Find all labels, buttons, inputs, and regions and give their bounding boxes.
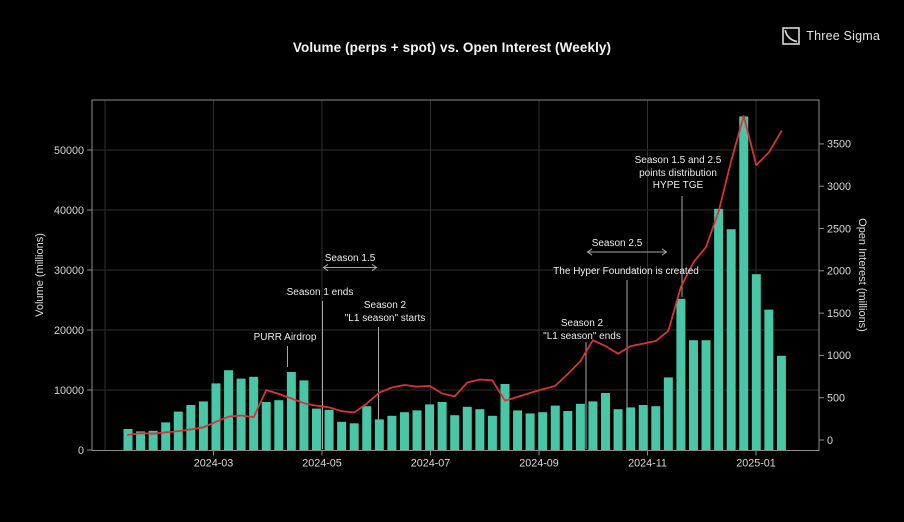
volume-bar [337, 421, 347, 451]
three-sigma-icon [782, 27, 801, 45]
y-left-tick-label: 0 [78, 445, 84, 457]
volume-bar [525, 413, 535, 451]
arrowhead-right-icon [371, 263, 378, 272]
volume-bar [663, 377, 673, 451]
x-tick-label: 2024-07 [411, 458, 451, 470]
y-left-tick-label: 40000 [54, 205, 84, 217]
volume-bar [261, 402, 271, 451]
volume-bar [626, 407, 636, 451]
y-right-tick-label: 3500 [827, 139, 851, 151]
three-sigma-logo: Three Sigma [782, 27, 880, 45]
volume-bar [299, 380, 309, 451]
volume-bar [513, 410, 523, 451]
arrowhead-left-icon [586, 248, 593, 256]
volume-bar [462, 406, 472, 451]
volume-bar [714, 208, 724, 451]
volume-bar [764, 309, 774, 451]
y-right-tick-label: 2500 [827, 223, 851, 235]
chart-title: Volume (perps + spot) vs. Open Interest … [292, 40, 612, 55]
volume-bar [487, 415, 497, 451]
volume-bar [475, 409, 485, 451]
volume-bar [274, 400, 284, 451]
volume-bar [123, 429, 133, 451]
volume-bar [349, 423, 359, 451]
volume-bar [676, 298, 686, 451]
open-interest-line [127, 115, 783, 436]
volume-bar [726, 229, 736, 451]
volume-bar [399, 412, 409, 451]
volume-bar [186, 405, 196, 451]
y-right-tick-label: 1500 [827, 308, 851, 320]
x-tick-label: 2024-11 [628, 458, 667, 470]
volume-bar [148, 430, 158, 451]
volume-bar [224, 370, 234, 451]
y-right-tick-label: 1000 [827, 350, 851, 362]
y-left-tick-label: 10000 [54, 385, 84, 397]
three-sigma-logo-text: Three Sigma [806, 29, 880, 43]
volume-bar [701, 340, 711, 451]
volume-bar [601, 393, 611, 451]
x-tick-label: 2024-05 [302, 458, 342, 470]
volume-bar [311, 408, 321, 451]
plot-border [91, 99, 820, 451]
volume-bar [136, 431, 146, 451]
volume-bar [776, 355, 786, 451]
y-left-tick-label: 20000 [54, 325, 84, 337]
x-tick-label: 2024-09 [519, 458, 559, 470]
volume-bar [362, 406, 372, 451]
volume-bar [651, 406, 661, 451]
volume-bar [563, 411, 573, 451]
volume-bar [161, 422, 171, 451]
y-right-tick-label: 0 [827, 435, 833, 447]
x-tick-label: 2024-03 [194, 458, 234, 470]
volume-bar [412, 410, 422, 451]
x-tick-label: 2025-01 [736, 458, 776, 470]
y-right-tick-label: 2000 [827, 266, 851, 278]
volume-bar [324, 409, 334, 451]
arrowhead-right-icon [661, 248, 668, 256]
volume-bar [575, 403, 585, 451]
volume-bar [249, 376, 259, 451]
volume-bar [500, 384, 510, 451]
volume-bar [613, 409, 623, 451]
volume-bar [387, 415, 397, 451]
y-right-tick-label: 500 [827, 393, 845, 405]
volume-bar [236, 378, 246, 451]
volume-bar [286, 372, 296, 451]
arrowhead-left-icon [322, 263, 329, 272]
volume-bar [198, 401, 208, 451]
volume-bar [688, 340, 698, 451]
y-left-tick-label: 30000 [54, 265, 84, 277]
volume-bar [751, 274, 761, 451]
y-left-tick-label: 50000 [54, 145, 84, 157]
volume-bar [638, 405, 648, 451]
volume-bar [588, 401, 598, 451]
volume-bar [437, 402, 447, 451]
y-right-tick-label: 3000 [827, 181, 851, 193]
volume-bar [550, 405, 560, 451]
volume-bar [425, 404, 435, 451]
volume-bar [211, 383, 221, 451]
volume-bar [538, 412, 548, 451]
volume-bar [374, 419, 384, 451]
volume-bar [450, 415, 460, 451]
volume-bar [739, 116, 749, 451]
